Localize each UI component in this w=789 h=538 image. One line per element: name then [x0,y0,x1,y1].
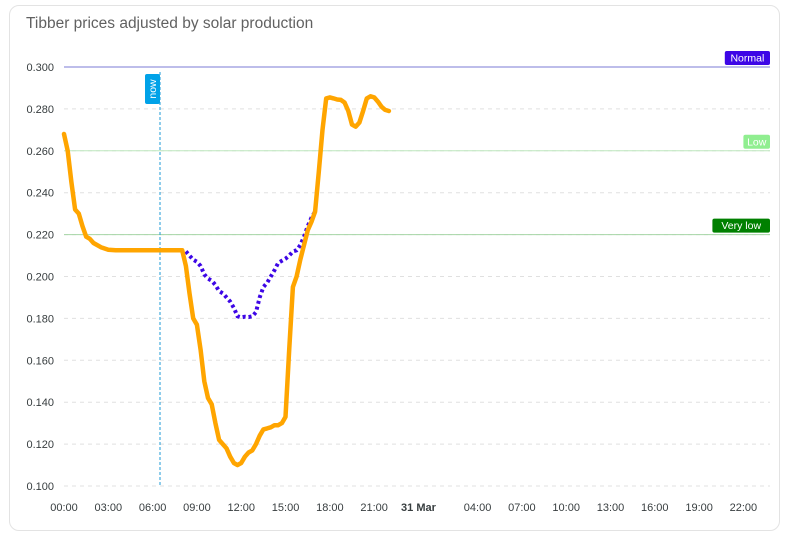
y-tick-label: 0.140 [26,397,54,409]
threshold-label-bg [743,134,770,149]
x-tick-label: 15:00 [272,502,300,514]
now-label-text: now [147,79,159,99]
series-layer [61,94,392,468]
y-tick-label: 0.160 [26,355,54,367]
y-tick-label: 0.180 [26,313,54,325]
y-tick-label: 0.220 [26,230,54,242]
chart-title: Tibber prices adjusted by solar producti… [26,15,314,32]
x-tick-label: 13:00 [597,502,625,514]
x-tick-label: 04:00 [464,502,492,514]
threshold-label: Normal [724,51,770,65]
now-label: now [145,74,161,104]
x-tick-label: 31 Mar [401,502,437,514]
threshold-label: Very low [712,218,770,233]
y-tick-label: 0.200 [26,272,54,284]
threshold-label: Low [743,134,770,149]
x-tick-label: 09:00 [183,502,211,514]
threshold-label-bg [724,51,770,65]
annotation-labels: Normal Low Very low now [145,51,770,233]
threshold-label-text: Normal [730,53,764,65]
y-tick-label: 0.120 [26,439,54,451]
y-tick-label: 0.280 [26,104,54,116]
x-tick-label: 00:00 [50,502,78,514]
x-tick-label: 19:00 [685,502,713,514]
x-tick-label: 22:00 [730,502,758,514]
axis-labels: 0.100 0.120 0.140 0.160 0.180 0.200 0.220 0.240… [26,62,757,514]
y-tick-label: 0.100 [26,481,54,493]
threshold-label-text: Low [747,136,767,148]
annotation-lines [64,66,770,486]
x-tick-label: 21:00 [360,502,388,514]
x-tick-label: 03:00 [95,502,123,514]
x-tick-label: 18:00 [316,502,344,514]
price-line [61,94,392,468]
threshold-label-text: Very low [721,220,761,232]
now-label-bg [145,74,161,104]
x-tick-label: 06:00 [139,502,167,514]
y-tick-label: 0.240 [26,188,54,200]
x-tick-label: 07:00 [508,502,536,514]
y-tick-label: 0.260 [26,146,54,158]
x-tick-label: 16:00 [641,502,669,514]
x-tick-label: 10:00 [552,502,580,514]
y-tick-label: 0.300 [26,62,54,74]
grid-layer [64,66,770,487]
adjusted-price-line [184,210,317,320]
threshold-label-bg [712,218,770,233]
x-tick-label: 12:00 [227,502,255,514]
chart-card: Tibber prices adjusted by solar producti… [9,5,780,531]
